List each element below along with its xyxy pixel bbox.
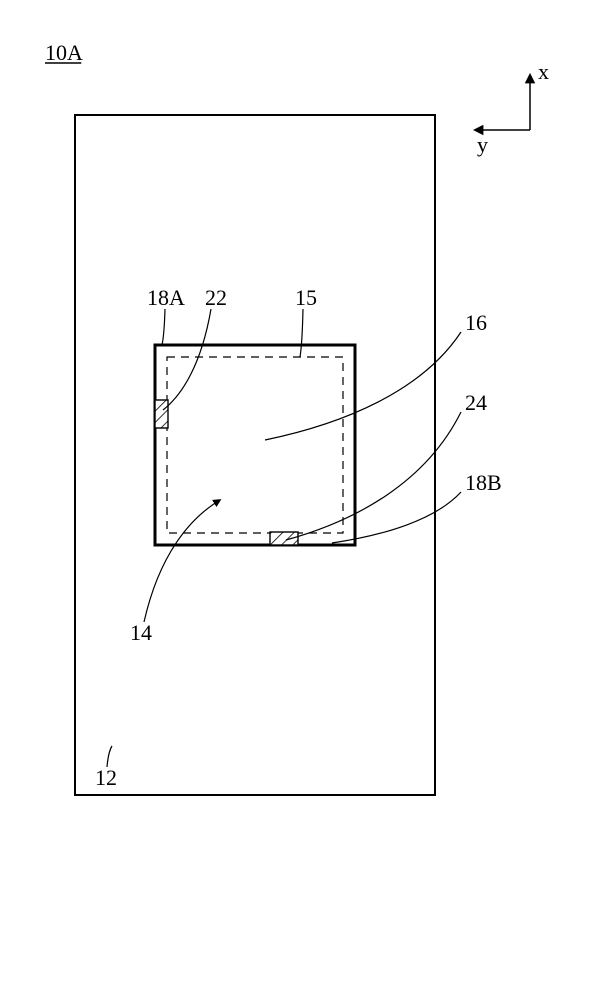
leader-line — [107, 746, 112, 767]
label-14: 14 — [130, 620, 152, 645]
axis-x-label: x — [538, 59, 549, 84]
label-16: 16 — [465, 310, 487, 335]
technical-diagram: 10A 12 14 18A 22 15 16 24 18B x y — [0, 0, 593, 1000]
label-18A: 18A — [147, 285, 185, 310]
label-15: 15 — [295, 285, 317, 310]
hatch-block-24 — [270, 532, 298, 545]
axis-y-label: y — [477, 132, 488, 157]
label-22: 22 — [205, 285, 227, 310]
label-24: 24 — [465, 390, 487, 415]
leader-line — [162, 309, 165, 345]
inner-rect — [155, 345, 355, 545]
label-18B: 18B — [465, 470, 502, 495]
hatch-block-22 — [155, 400, 168, 428]
figure-id-label: 10A — [45, 40, 83, 65]
label-12: 12 — [95, 765, 117, 790]
